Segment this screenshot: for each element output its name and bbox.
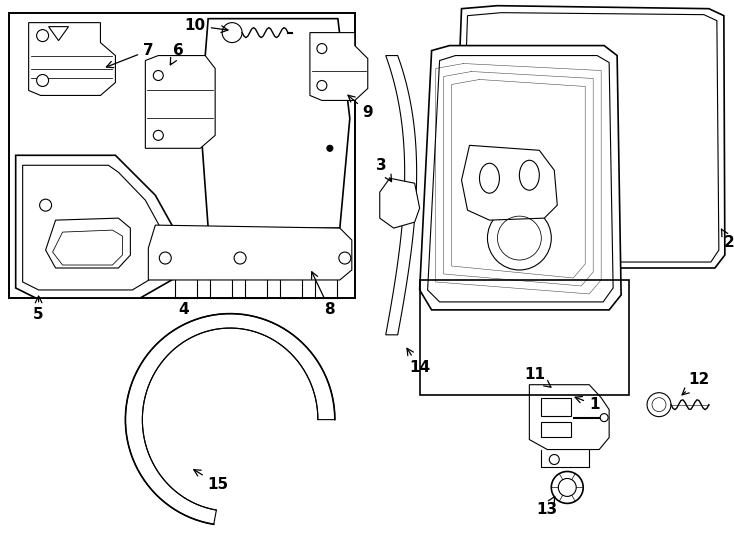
Text: 7: 7 — [106, 43, 153, 68]
Polygon shape — [529, 384, 609, 449]
Polygon shape — [200, 19, 350, 228]
Polygon shape — [15, 156, 181, 298]
Text: 12: 12 — [682, 372, 710, 395]
Text: 2: 2 — [722, 229, 734, 249]
Polygon shape — [310, 32, 368, 100]
Circle shape — [153, 71, 163, 80]
Circle shape — [600, 414, 608, 422]
Circle shape — [549, 455, 559, 464]
Text: 6: 6 — [170, 43, 184, 65]
Text: 3: 3 — [377, 158, 391, 181]
Text: 13: 13 — [537, 496, 558, 517]
Ellipse shape — [520, 160, 539, 190]
Circle shape — [652, 397, 666, 411]
Circle shape — [317, 44, 327, 53]
Circle shape — [559, 478, 576, 496]
Circle shape — [327, 145, 333, 151]
Polygon shape — [379, 178, 420, 228]
Polygon shape — [462, 145, 557, 220]
Circle shape — [234, 252, 246, 264]
Circle shape — [37, 75, 48, 86]
Circle shape — [37, 30, 48, 42]
Circle shape — [551, 471, 584, 503]
Polygon shape — [386, 56, 417, 335]
Circle shape — [153, 130, 163, 140]
Circle shape — [317, 80, 327, 91]
Polygon shape — [29, 23, 115, 96]
Polygon shape — [148, 225, 352, 280]
Circle shape — [487, 206, 551, 270]
Text: 9: 9 — [348, 95, 373, 120]
Text: 5: 5 — [33, 296, 44, 322]
Text: 4: 4 — [178, 302, 189, 318]
Polygon shape — [145, 56, 215, 149]
Polygon shape — [451, 6, 725, 268]
Circle shape — [40, 199, 51, 211]
Bar — [541, 397, 571, 416]
Ellipse shape — [479, 163, 499, 193]
Polygon shape — [46, 218, 131, 268]
Text: 11: 11 — [524, 367, 551, 387]
Text: 14: 14 — [407, 348, 430, 375]
Polygon shape — [126, 314, 335, 524]
Text: 10: 10 — [185, 18, 228, 33]
Bar — [541, 422, 571, 436]
Circle shape — [222, 23, 242, 43]
Text: 8: 8 — [311, 272, 335, 318]
Bar — [420, 280, 629, 395]
Polygon shape — [420, 45, 621, 310]
Text: 15: 15 — [194, 470, 229, 492]
Text: 1: 1 — [575, 396, 600, 412]
Circle shape — [339, 252, 351, 264]
Circle shape — [647, 393, 671, 417]
Circle shape — [159, 252, 171, 264]
Bar — [9, 12, 355, 298]
